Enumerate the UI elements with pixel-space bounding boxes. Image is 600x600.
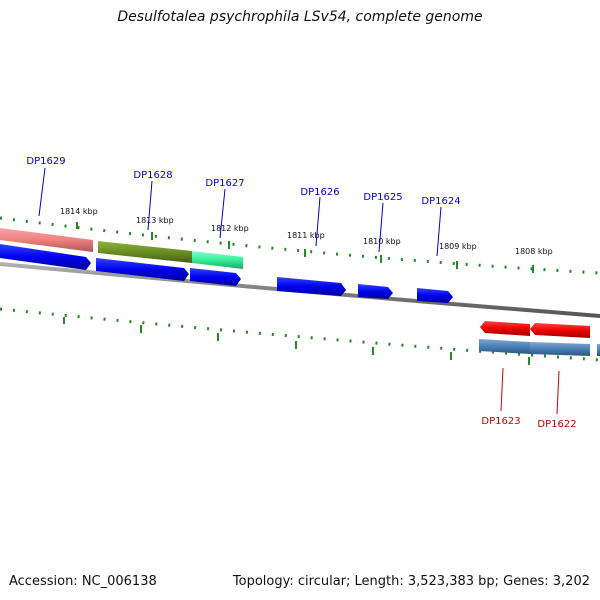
ruler-label: 1814 kbp: [60, 207, 98, 216]
gene-arrow-dp1625[interactable]: [358, 284, 393, 299]
steel-feature-1: [479, 339, 530, 354]
ruler-label: 1808 kbp: [515, 247, 553, 256]
steel-feature-2: [530, 342, 590, 356]
gene-arrow-dp1628[interactable]: [96, 258, 189, 281]
ruler-label: 1809 kbp: [439, 242, 477, 251]
leader-line: [219, 188, 226, 239]
gene-arrow-dp1624[interactable]: [417, 288, 453, 303]
leader-line: [147, 180, 153, 231]
leader-line: [500, 367, 504, 412]
gene-label-dp1622[interactable]: DP1622: [537, 419, 576, 430]
gene-label-dp1627[interactable]: DP1627: [205, 178, 244, 189]
olive-feature: [98, 241, 192, 263]
ruler-label: 1813 kbp: [136, 216, 174, 225]
leader-line: [315, 196, 321, 247]
gene-label-dp1625[interactable]: DP1625: [363, 192, 402, 203]
leader-line: [378, 202, 384, 253]
gene-arrow-dp1627[interactable]: [190, 268, 241, 286]
gene-label-dp1623[interactable]: DP1623: [481, 416, 520, 427]
outer-major-ticks: [76, 222, 534, 273]
gene-arrow-dp1623[interactable]: [480, 321, 530, 336]
gene-arrow-dp1622[interactable]: [530, 323, 590, 338]
inner-major-ticks: [63, 317, 530, 365]
gene-label-dp1626[interactable]: DP1626: [300, 187, 339, 198]
gene-label-dp1624[interactable]: DP1624: [421, 196, 460, 207]
ruler-label: 1810 kbp: [363, 237, 401, 246]
steel-feature-3: [597, 344, 600, 356]
gene-arrow-dp1626[interactable]: [277, 277, 346, 296]
gene-arrow-dp1629[interactable]: [0, 244, 91, 270]
leader-line: [436, 206, 442, 257]
leader-line: [38, 167, 46, 217]
ruler-label: 1811 kbp: [287, 231, 325, 240]
gene-label-dp1628[interactable]: DP1628: [133, 170, 172, 181]
genome-summary: Topology: circular; Length: 3,523,383 bp…: [232, 574, 590, 589]
ruler-label: 1812 kbp: [211, 224, 249, 233]
gene-label-dp1629[interactable]: DP1629: [26, 156, 65, 167]
accession-label: Accession: NC_006138: [9, 574, 157, 589]
map-title: Desulfotalea psychrophila LSv54, complet…: [117, 9, 483, 25]
mint-feature: [192, 251, 243, 269]
leader-line: [556, 370, 560, 415]
pink-feature: [0, 228, 93, 252]
